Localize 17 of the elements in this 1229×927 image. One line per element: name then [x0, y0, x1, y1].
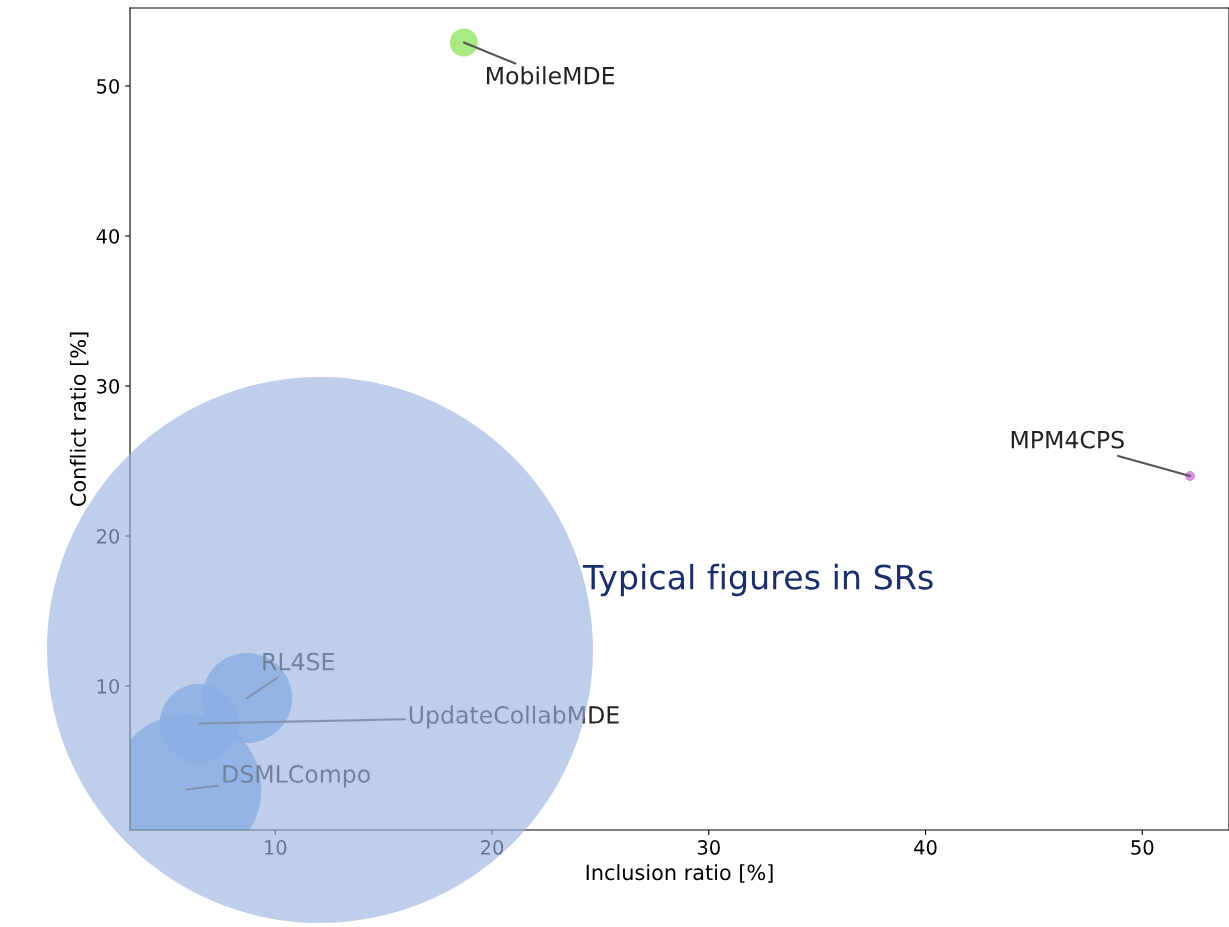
y-tick-label: 10	[97, 678, 120, 694]
x-tick-label: 20	[481, 840, 504, 855]
x-tick-label: 30	[697, 840, 720, 855]
y-tick-label: 20	[96, 528, 120, 544]
y-tick-label: 30	[97, 378, 120, 394]
annotation: DSMLCompo	[223, 765, 370, 788]
annotation: Typical figures in SRs	[582, 563, 933, 597]
y-tick-label: 40	[96, 228, 120, 244]
x-tick-label: 10	[265, 840, 287, 855]
x-tick-label: 40	[914, 840, 937, 855]
annotation: RL4SE	[263, 652, 334, 671]
x-axis-title: Inclusion ratio [%]	[586, 864, 773, 883]
x-tick-label: 50	[1131, 840, 1154, 855]
annotation: MPM4CPS	[1011, 430, 1124, 449]
annotation: MobileMDE	[486, 66, 615, 85]
y-axis-title: Conflict ratio [%]	[69, 332, 89, 507]
y-tick-label: 50	[97, 78, 120, 94]
